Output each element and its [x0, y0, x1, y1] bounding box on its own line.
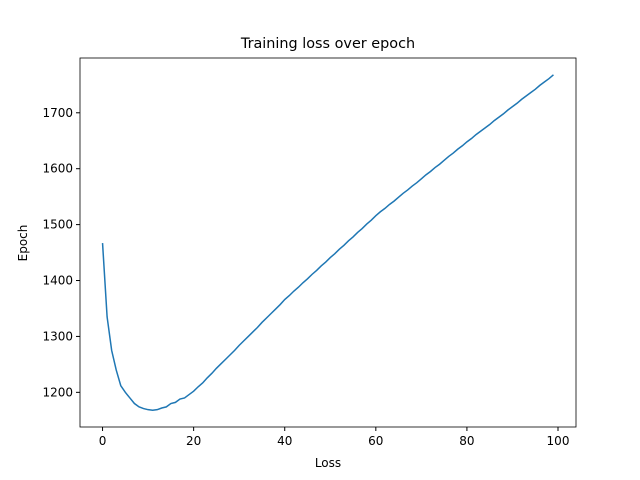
x-axis-label: Loss: [315, 456, 341, 470]
x-tick-label: 40: [277, 434, 292, 448]
y-tick-label: 1600: [42, 162, 73, 176]
y-tick-label: 1500: [42, 218, 73, 232]
x-tick-label: 20: [186, 434, 201, 448]
x-tick-label: 100: [547, 434, 570, 448]
x-tick-label: 0: [99, 434, 107, 448]
x-tick-label: 60: [368, 434, 383, 448]
line: [101, 74, 554, 411]
y-tick-label: 1300: [42, 329, 73, 343]
x-tick-label: 80: [459, 434, 474, 448]
y-axis-label: Epoch: [16, 225, 30, 262]
y-tick-label: 1700: [42, 106, 73, 120]
plot-frame: [79, 57, 577, 428]
chart-title: Training loss over epoch: [240, 36, 415, 52]
y-tick-label: 1200: [42, 385, 73, 399]
y-tick-label: 1400: [42, 274, 73, 288]
